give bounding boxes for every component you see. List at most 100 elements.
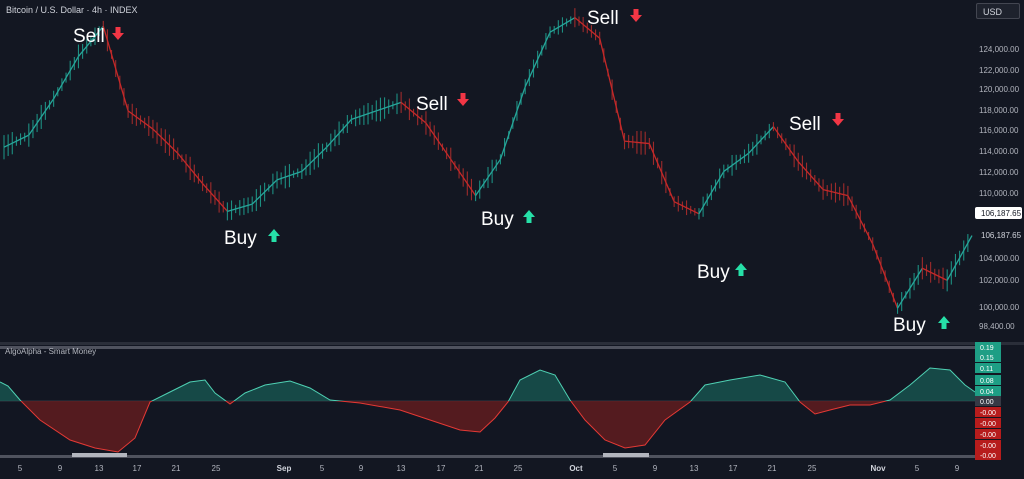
time-tick-label: 25 xyxy=(514,464,523,473)
time-tick-label: 9 xyxy=(359,464,364,473)
price-segment xyxy=(177,152,204,184)
signals-layer: Sell Buy Sell Buy Sell Buy Sell Buy xyxy=(73,8,950,336)
buy-signal-label: Buy xyxy=(893,315,926,336)
sell-signal-label: Sell xyxy=(416,94,448,115)
sell-signal-label: Sell xyxy=(789,114,821,135)
osc-tick-bg xyxy=(975,418,1001,428)
arrow-up-icon xyxy=(735,263,747,276)
price-segment xyxy=(152,128,179,154)
osc-tick-bg xyxy=(975,375,1001,385)
price-segment xyxy=(301,146,328,172)
price-segment xyxy=(251,179,278,205)
price-segment xyxy=(376,101,402,112)
osc-tick-bg xyxy=(975,352,1001,362)
price-segment xyxy=(524,31,551,87)
price-segment xyxy=(872,243,899,309)
osc-tick-label: -0.00 xyxy=(980,443,996,450)
buy-signal-label: Buy xyxy=(481,209,514,230)
osc-tick-label: -0.00 xyxy=(980,421,996,428)
time-tick-label: Nov xyxy=(870,464,886,473)
price-tick-label: 98,400.00 xyxy=(979,322,1015,331)
currency-selector[interactable]: USD xyxy=(976,3,1020,19)
price-series xyxy=(3,8,973,314)
time-tick-label: Sep xyxy=(277,464,292,473)
price-segment xyxy=(400,101,427,124)
price-tick-label: 124,000.00 xyxy=(979,45,1020,54)
osc-tick-label: 0.11 xyxy=(980,366,993,373)
price-tick-label: 116,000.00 xyxy=(979,126,1019,135)
arrow-down-icon xyxy=(112,27,124,40)
osc-tick-bg xyxy=(975,386,1001,396)
price-segment xyxy=(53,56,80,100)
osc-tick-label: 0.04 xyxy=(980,389,994,396)
osc-tick-label: -0.00 xyxy=(980,432,996,439)
price-segment xyxy=(127,110,154,130)
pane-divider[interactable] xyxy=(0,342,1024,345)
arrow-down-icon xyxy=(630,9,642,22)
time-tick-label: 5 xyxy=(320,464,325,473)
price-segment xyxy=(28,98,55,136)
time-tick-label: 21 xyxy=(475,464,484,473)
time-tick-label: 17 xyxy=(133,464,142,473)
price-segment xyxy=(326,118,352,148)
osc-line-negative xyxy=(20,401,889,453)
last-price-tag xyxy=(975,207,1022,219)
time-tick-label: 9 xyxy=(653,464,658,473)
time-tick-label: 17 xyxy=(437,464,446,473)
last-price-label-2: 106,187.65 xyxy=(981,231,1022,240)
osc-tick-label: 0.19 xyxy=(980,345,994,352)
osc-tick-label: -0.00 xyxy=(980,410,996,417)
time-tick-label: 9 xyxy=(58,464,63,473)
osc-tick-label: -0.00 xyxy=(980,453,996,460)
sell-signal-label: Sell xyxy=(73,26,105,47)
time-tick-label: 13 xyxy=(95,464,104,473)
time-highlight-1 xyxy=(72,453,127,457)
price-segment xyxy=(574,17,601,39)
osc-tick-bg xyxy=(975,363,1001,373)
time-axis[interactable]: 5 9 13 17 21 25 Sep 5 9 13 17 21 25 Oct 5 9 13 17 21 25 Nov 5… xyxy=(18,464,960,473)
time-tick-label: 25 xyxy=(212,464,221,473)
price-segment xyxy=(822,188,849,197)
price-segment xyxy=(599,38,626,142)
time-tick-label: Oct xyxy=(569,464,583,473)
osc-negative-fill xyxy=(0,401,975,452)
osc-tick-bg xyxy=(975,342,1001,352)
price-tick-label: 102,000.00 xyxy=(979,276,1020,285)
price-segment xyxy=(549,17,576,33)
indicator-title: AlgoAlpha - Smart Money xyxy=(5,347,97,356)
price-segment xyxy=(896,267,923,309)
buy-signal-label: Buy xyxy=(697,262,730,283)
price-segment xyxy=(624,140,650,145)
time-tick-label: 25 xyxy=(808,464,817,473)
osc-tick-bg xyxy=(975,450,1001,460)
price-segment xyxy=(102,25,129,112)
price-segment xyxy=(946,235,973,281)
price-segment xyxy=(673,201,700,215)
oscillator-axis[interactable]: 0.19 0.15 0.11 0.08 0.04 0.00 -0.00 -0.00 -0.00 -… xyxy=(975,342,1001,460)
smart-money-oscillator xyxy=(0,345,976,460)
osc-tick-bg xyxy=(975,440,1001,450)
osc-lower-band xyxy=(0,455,975,458)
time-tick-label: 5 xyxy=(915,464,920,473)
price-axis[interactable]: 124,000.00 122,000.00 120,000.00 118,000.00… xyxy=(979,45,1020,331)
price-tick-label: 118,000.00 xyxy=(979,106,1019,115)
osc-upper-band xyxy=(0,346,975,349)
time-highlight-2 xyxy=(603,453,649,457)
time-tick-label: 17 xyxy=(729,464,738,473)
price-segment xyxy=(425,122,452,160)
osc-tick-label: 0.00 xyxy=(980,399,994,406)
price-segment xyxy=(276,170,303,181)
price-tick-label: 110,000.00 xyxy=(979,189,1019,198)
arrow-up-icon xyxy=(523,210,535,223)
price-tick-label: 114,000.00 xyxy=(979,147,1019,156)
price-tick-label: 100,000.00 xyxy=(979,303,1020,312)
price-segment xyxy=(475,158,501,196)
last-price-label: 106,187.65 xyxy=(981,209,1022,218)
price-tick-label: 104,000.00 xyxy=(979,254,1020,263)
osc-tick-bg xyxy=(975,396,1001,406)
price-segment xyxy=(499,86,526,160)
time-tick-label: 5 xyxy=(613,464,618,473)
osc-tick-label: 0.08 xyxy=(980,378,994,385)
price-segment xyxy=(698,171,725,215)
